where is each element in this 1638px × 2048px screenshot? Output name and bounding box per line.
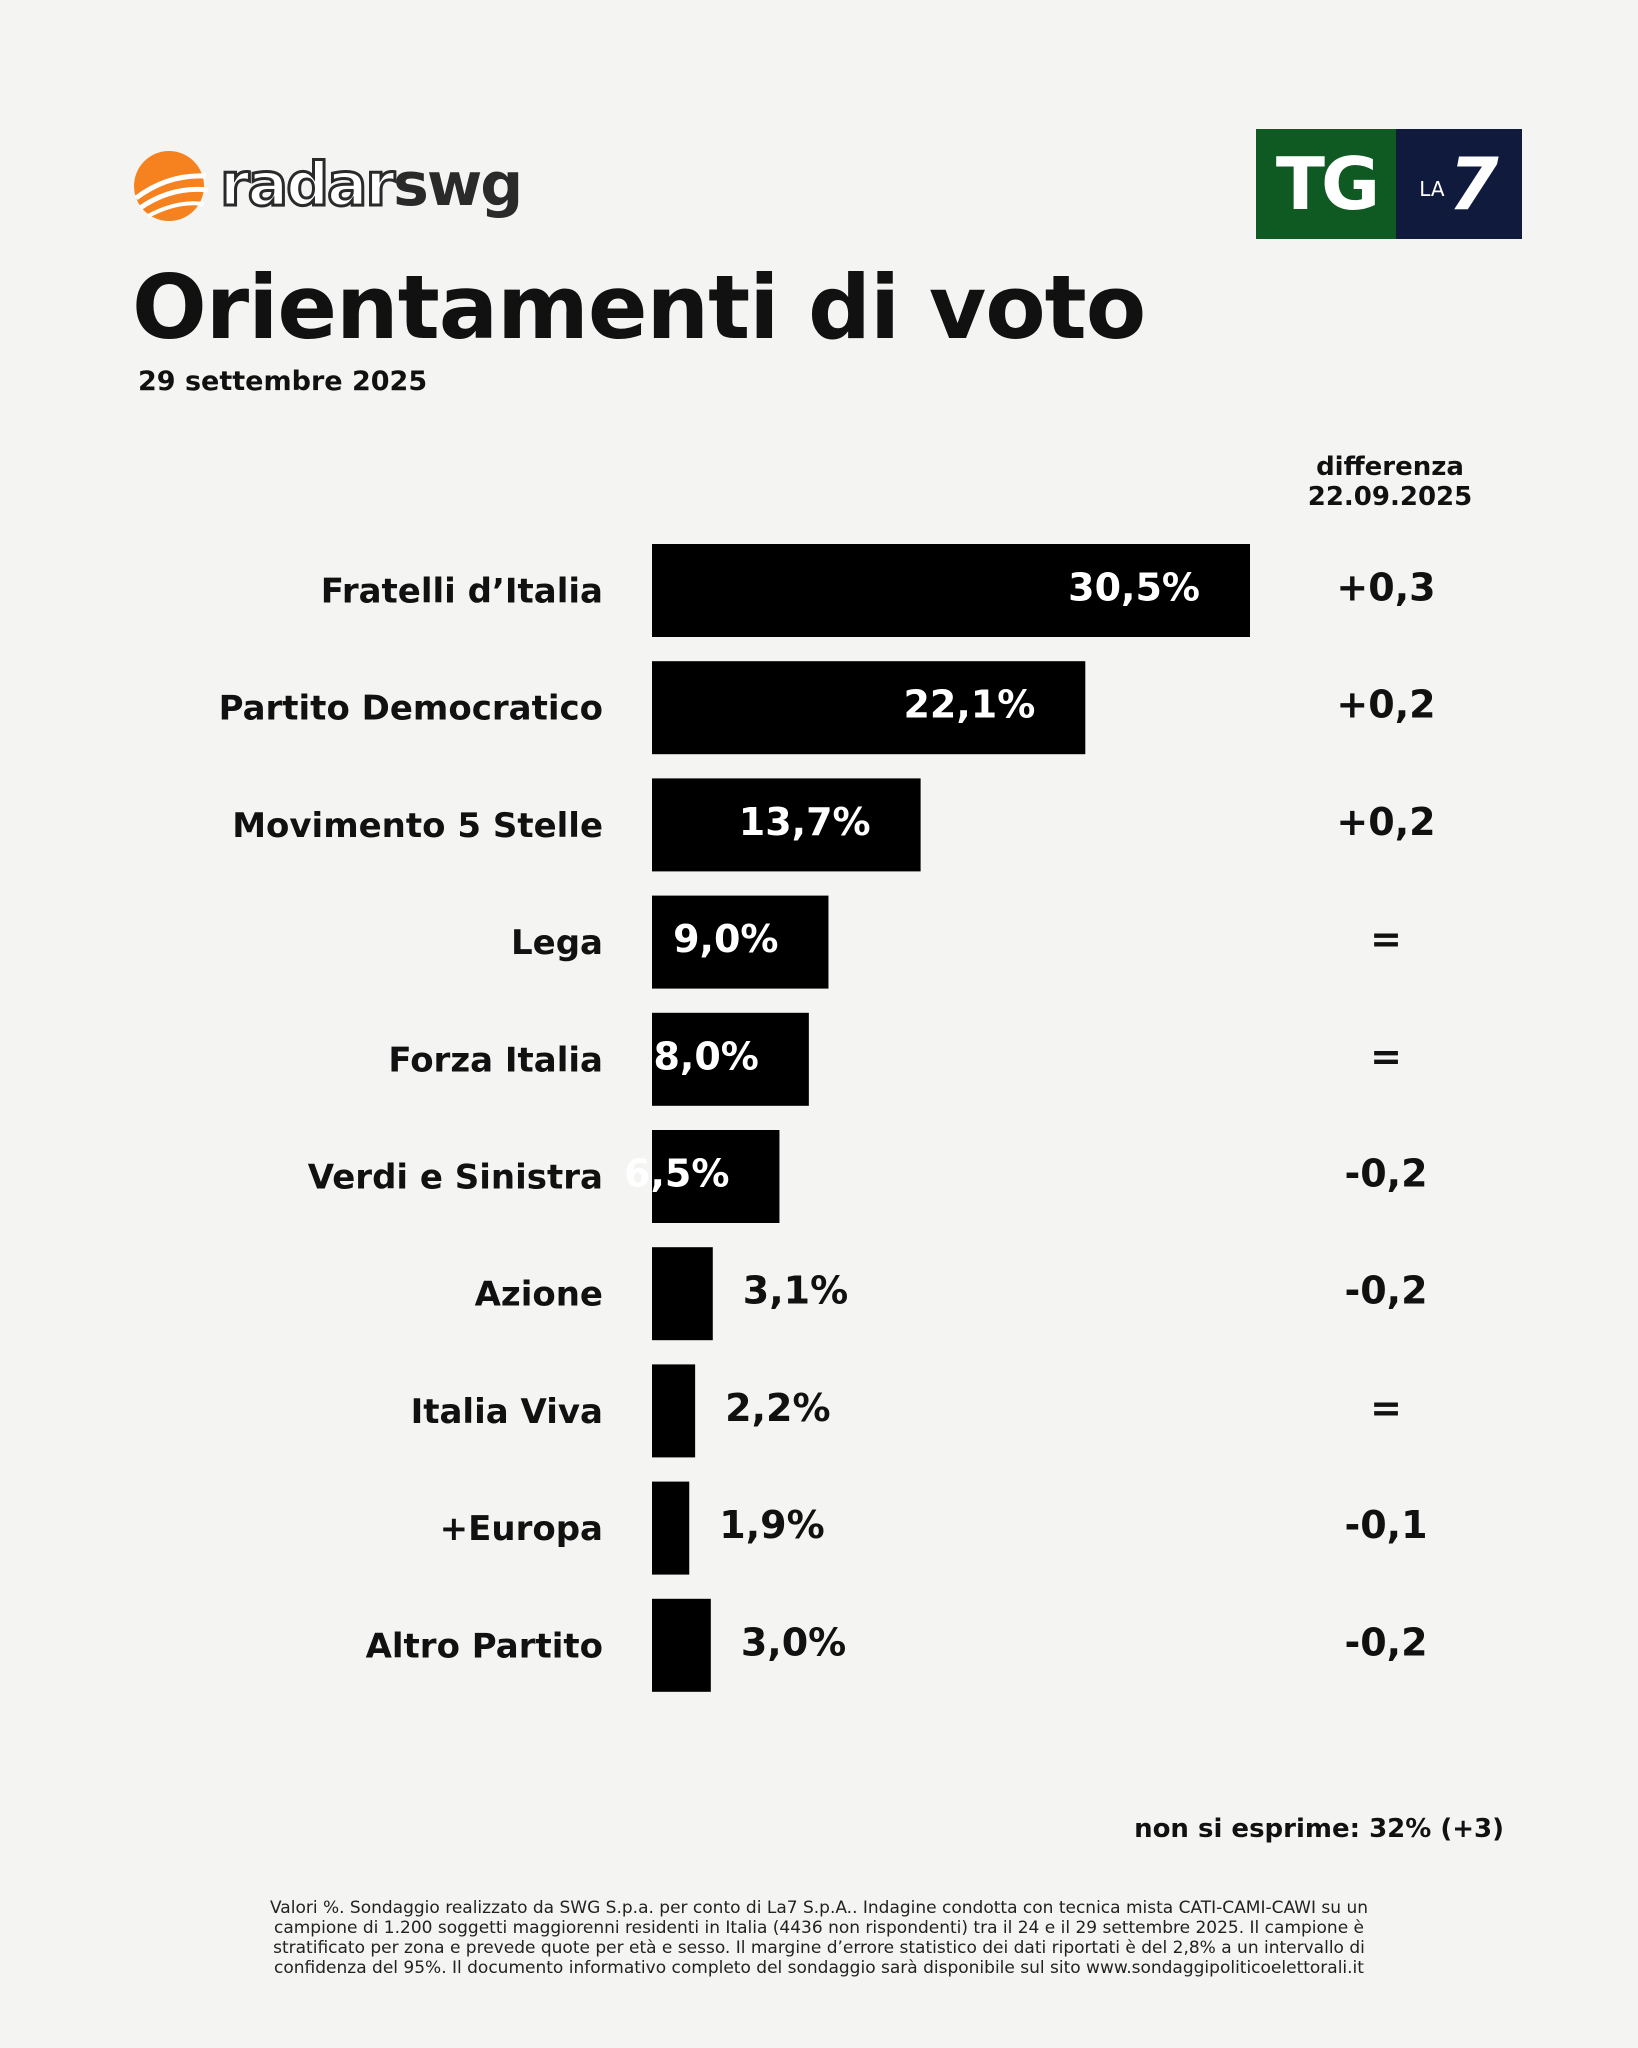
difference-column-header: differenza 22.09.2025 [1280,452,1500,512]
footnote-line: campione di 1.200 soggetti maggiorenni r… [273,1918,1365,1938]
value-label: 13,7% [739,800,871,844]
footnote-line: confidenza del 95%. Il documento informa… [274,1958,1364,1978]
bar [652,1598,711,1692]
bar [652,1247,713,1341]
tg-logo-la: LA [1419,177,1445,201]
vote-intention-bar-chart: Fratelli d’Italia 30,5% +0,3 Partito Democr… [219,544,1436,1692]
bar [652,1481,690,1575]
bar [652,1012,809,1106]
bar [652,778,921,872]
difference-label: = [1370,1034,1402,1078]
category-label: Movimento 5 Stelle [232,806,603,846]
difference-header-line1: differenza [1316,452,1464,482]
bar [652,544,1250,637]
tg-logo-seven: 7 [1448,142,1499,226]
category-label: Fratelli d’Italia [321,572,603,612]
methodology-footnote: Valori %. Sondaggio realizzato da SWG S.… [250,1898,1388,1978]
value-label: 9,0% [673,917,778,961]
difference-label: +0,3 [1336,566,1435,610]
tg-logo-la7: LA 7 [1396,129,1522,239]
category-label: Italia Viva [411,1392,603,1432]
category-label: Lega [511,923,603,963]
category-label: +Europa [440,1509,603,1549]
radar-word: radar [218,149,396,222]
value-label: 8,0% [653,1034,758,1078]
value-label: 3,1% [743,1269,848,1313]
tg-la7-logo: TG LA 7 [1256,129,1522,239]
difference-label: +0,2 [1336,800,1435,844]
footnote-line: Valori %. Sondaggio realizzato da SWG S.… [270,1898,1368,1918]
difference-label: = [1370,1386,1402,1430]
bar [652,661,1086,755]
category-label: Altro Partito [366,1626,603,1666]
tg-logo-tg: TG [1256,129,1396,239]
radar-swg-logo: radarswg [128,146,548,226]
radar-swg-wordmark: radarswg [218,149,523,222]
category-label: Forza Italia [388,1040,603,1080]
difference-label: -0,2 [1344,1152,1427,1196]
value-label: 2,2% [725,1386,830,1430]
page-title: Orientamenti di voto [132,256,1146,359]
bar [652,1130,780,1223]
difference-label: -0,1 [1344,1503,1427,1547]
category-label: Partito Democratico [219,689,603,729]
bar [652,1364,696,1458]
difference-header-line2: 22.09.2025 [1307,482,1473,512]
footnote-line: stratificato per zona e prevede quote pe… [273,1938,1365,1958]
category-label: Verdi e Sinistra [308,1158,603,1198]
swg-word: swg [393,150,523,220]
value-label: 22,1% [903,683,1035,727]
page-date: 29 settembre 2025 [138,366,428,397]
value-label: 30,5% [1068,566,1200,610]
value-label: 6,5% [624,1152,729,1196]
bar [652,895,829,989]
value-label: 3,0% [741,1620,846,1664]
difference-label: -0,2 [1344,1620,1427,1664]
difference-label: +0,2 [1336,683,1435,727]
difference-label: -0,2 [1344,1269,1427,1313]
difference-label: = [1370,917,1402,961]
category-label: Azione [475,1275,603,1315]
radar-globe-icon [134,151,209,221]
value-label: 1,9% [719,1503,824,1547]
non-si-esprime-note: non si esprime: 32% (+3) [1134,1814,1504,1844]
